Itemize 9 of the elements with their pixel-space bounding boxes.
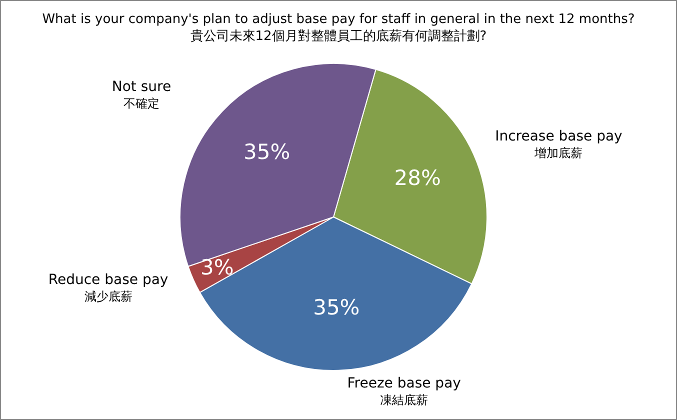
data-label: 28% — [394, 166, 441, 190]
data-label: 35% — [313, 296, 360, 320]
slice-label: Not sure 不確定 — [112, 79, 172, 111]
data-label: 3% — [200, 255, 234, 280]
slice-label: Reduce base pay 減少底薪 — [48, 272, 168, 304]
chart-title: What is your company's plan to adjust base pay for staff in general in the next 12 months? 貴公司未來12個月對整體員工的底薪有何調整計劃? — [41, 11, 636, 46]
slice-label: Increase base pay 增加底薪 — [495, 128, 622, 160]
slice-label: Freeze base pay 凍結底薪 — [347, 376, 461, 408]
data-label: 35% — [243, 140, 290, 164]
